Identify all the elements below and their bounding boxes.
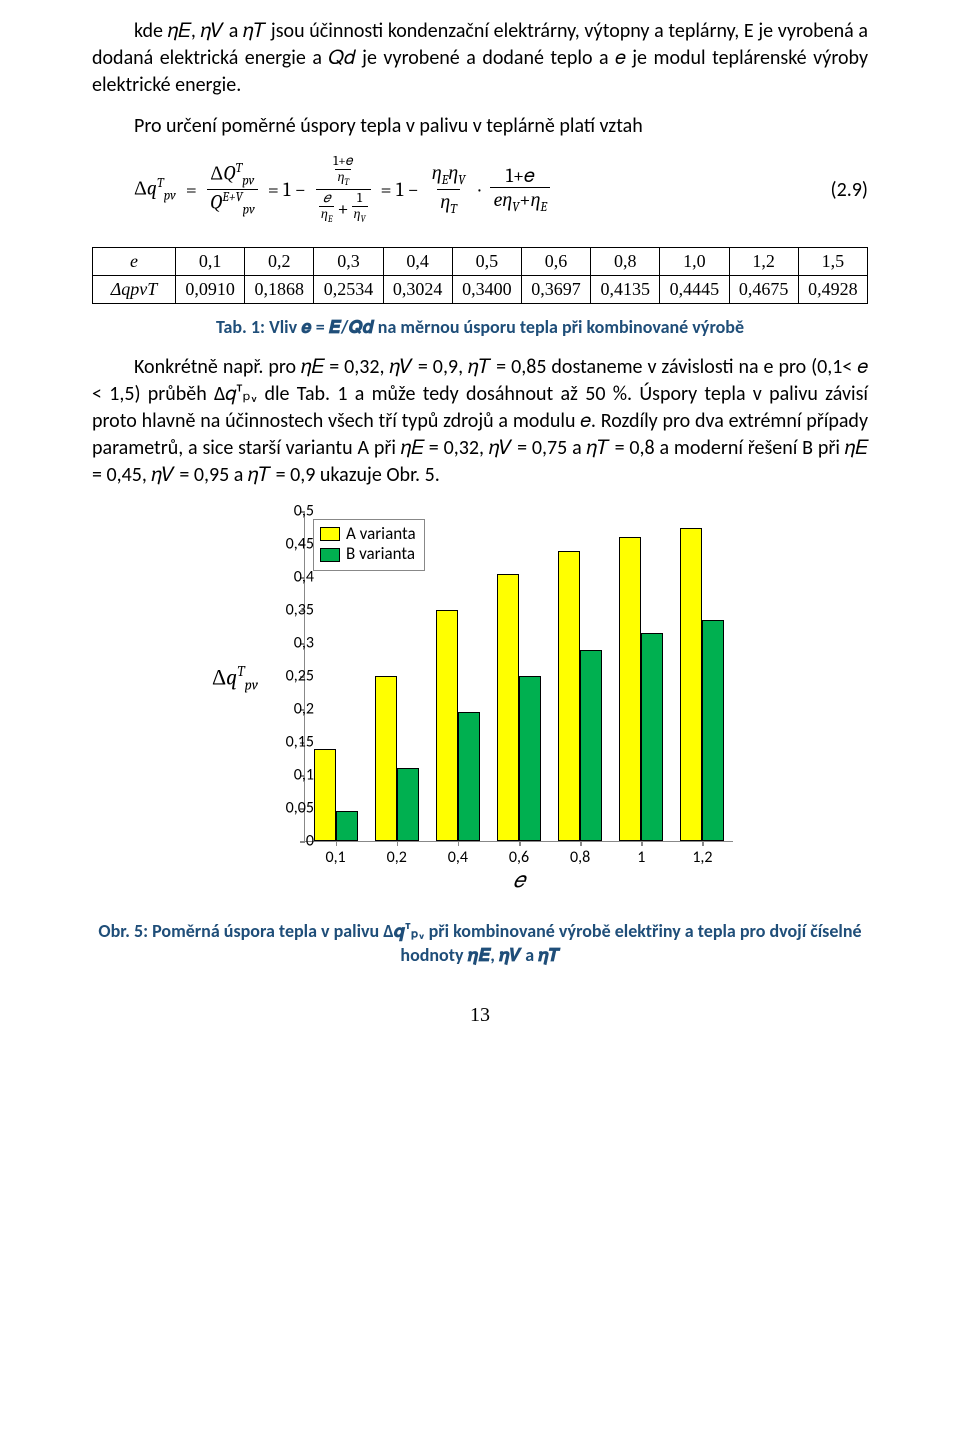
chart-ytick: 0,15 bbox=[254, 733, 314, 752]
table-cell: 0,3024 bbox=[383, 276, 452, 304]
legend-label-b: B varianta bbox=[346, 544, 415, 564]
figure-caption: Obr. 5: Poměrná úspora tepla v palivu Δ𝒒… bbox=[92, 919, 868, 968]
chart-ytick: 0,25 bbox=[254, 667, 314, 686]
table-cell: 0,8 bbox=[591, 248, 660, 276]
chart-bar-a bbox=[436, 610, 458, 841]
chart-ytick: 0,35 bbox=[254, 601, 314, 620]
chart-ytick: 0,3 bbox=[254, 634, 314, 653]
chart-xtick: 1,2 bbox=[692, 848, 712, 867]
table-cell: 0,4928 bbox=[798, 276, 867, 304]
chart-ytick: 0 bbox=[254, 832, 314, 851]
table-cell: 1,5 bbox=[798, 248, 867, 276]
table-cell: 0,4135 bbox=[591, 276, 660, 304]
chart-bar-a bbox=[619, 537, 641, 841]
table-caption: Tab. 1: Vliv 𝒆 = 𝑬/𝑸𝒅 na měrnou úsporu t… bbox=[92, 316, 868, 338]
table-cell: 0,4 bbox=[383, 248, 452, 276]
eq-mid-den-l-num: 𝑒 bbox=[321, 191, 332, 206]
chart-bar-a bbox=[375, 676, 397, 841]
eq-mid-den-r-den: ηV bbox=[352, 206, 368, 225]
table-cell: 0,3400 bbox=[452, 276, 521, 304]
row-header-e: e bbox=[93, 248, 176, 276]
chart-bar-b bbox=[519, 676, 541, 841]
eq-mid-den-l-den: ηE bbox=[319, 206, 335, 225]
page: kde 𝜂𝐸, 𝜂𝑉 a 𝜂𝑇 jsou účinnosti kondenzač… bbox=[0, 0, 960, 1438]
eq-frac1-den: QE+Vpv bbox=[207, 189, 258, 217]
chart-xtick: 0,1 bbox=[325, 848, 345, 867]
chart-bar-b bbox=[336, 811, 358, 841]
chart-bar-b bbox=[458, 712, 480, 841]
chart-legend: A varianta B varianta bbox=[313, 519, 425, 571]
table-cell: 0,2534 bbox=[314, 276, 383, 304]
chart-xtick: 0,6 bbox=[509, 848, 529, 867]
eq-mid-den-r-num: 1 bbox=[355, 191, 364, 206]
legend-item-b: B varianta bbox=[320, 544, 416, 564]
chart-bar-a bbox=[558, 551, 580, 841]
paragraph-2: Pro určení poměrné úspory tepla v palivu… bbox=[92, 113, 868, 140]
table-cell: 0,0910 bbox=[176, 276, 245, 304]
eq-frac1-num: ΔQTpv bbox=[207, 162, 257, 189]
eq-rhs-frac2-num: 1+𝑒 bbox=[503, 165, 538, 187]
eq-rhs-frac1-den: ηT bbox=[437, 189, 460, 217]
table-cell: 0,2 bbox=[245, 248, 314, 276]
chart-xtick: 1 bbox=[637, 848, 645, 867]
table-cell: 0,3 bbox=[314, 248, 383, 276]
legend-label-a: A varianta bbox=[346, 524, 416, 544]
table-1: e 0,10,20,30,40,50,60,81,01,21,5 ΔqpvT 0… bbox=[92, 247, 868, 304]
chart-bar-b bbox=[397, 768, 419, 841]
chart-ytick: 0,4 bbox=[254, 568, 314, 587]
table-cell: 0,3697 bbox=[521, 276, 590, 304]
chart-ytick: 0,1 bbox=[254, 766, 314, 785]
table-row-values: ΔqpvT 0,09100,18680,25340,30240,34000,36… bbox=[93, 276, 868, 304]
chart-xlabel: 𝑒 bbox=[513, 867, 525, 893]
equation-number: (2.9) bbox=[831, 178, 868, 202]
equation-2-9: ΔqTpv = ΔQTpv QE+Vpv = 1 − 1+𝑒 ηT 𝑒 ηE bbox=[92, 154, 868, 225]
chart-ytick: 0,5 bbox=[254, 502, 314, 521]
chart-bar-b bbox=[641, 633, 663, 841]
chart-xtick: 0,4 bbox=[448, 848, 468, 867]
chart-plot-area: A varianta B varianta 𝑒 0,10,20,40,60,81… bbox=[304, 511, 733, 842]
chart-ytick: 0,45 bbox=[254, 535, 314, 554]
table-cell: 0,1868 bbox=[245, 276, 314, 304]
table-cell: 0,4445 bbox=[660, 276, 729, 304]
table-cell: 0,5 bbox=[452, 248, 521, 276]
legend-swatch-b bbox=[320, 548, 340, 562]
eq-mid-num-bot: ηT bbox=[335, 169, 351, 188]
chart-bar-a bbox=[314, 749, 336, 841]
legend-item-a: A varianta bbox=[320, 524, 416, 544]
table-cell: 0,4675 bbox=[729, 276, 798, 304]
chart-bar-a bbox=[680, 528, 702, 842]
equation-body: ΔqTpv = ΔQTpv QE+Vpv = 1 − 1+𝑒 ηT 𝑒 ηE bbox=[92, 154, 550, 225]
chart-bar-a bbox=[497, 574, 519, 841]
table-cell: 1,2 bbox=[729, 248, 798, 276]
table-row-header: e 0,10,20,30,40,50,60,81,01,21,5 bbox=[93, 248, 868, 276]
table-cell: 0,1 bbox=[176, 248, 245, 276]
table-cell: 1,0 bbox=[660, 248, 729, 276]
row-header-dq: ΔqpvT bbox=[93, 276, 176, 304]
eq-mid-num-top: 1+𝑒 bbox=[331, 154, 355, 169]
paragraph-1: kde 𝜂𝐸, 𝜂𝑉 a 𝜂𝑇 jsou účinnosti kondenzač… bbox=[92, 18, 868, 99]
page-number: 13 bbox=[92, 1004, 868, 1027]
chart-ylabel: ΔqTpv bbox=[212, 663, 258, 694]
eq-lhs: ΔqTpv bbox=[134, 176, 176, 204]
figure-5: ΔqTpv A varianta B varianta 𝑒 0,10,20,40… bbox=[210, 503, 750, 893]
chart-bar-b bbox=[580, 650, 602, 841]
chart-ytick: 0,2 bbox=[254, 700, 314, 719]
chart-bar-b bbox=[702, 620, 724, 841]
legend-swatch-a bbox=[320, 527, 340, 541]
chart-xtick: 0,2 bbox=[387, 848, 407, 867]
chart-xtick: 0,8 bbox=[570, 848, 590, 867]
eq-rhs-frac1-num: ηEηV bbox=[429, 162, 469, 189]
paragraph-3: Konkrétně např. pro 𝜂𝐸 = 0,32, 𝜂𝑉 = 0,9,… bbox=[92, 354, 868, 489]
table-cell: 0,6 bbox=[521, 248, 590, 276]
eq-rhs-frac2-den: eηV+ηE bbox=[490, 187, 549, 215]
chart-ytick: 0,05 bbox=[254, 799, 314, 818]
